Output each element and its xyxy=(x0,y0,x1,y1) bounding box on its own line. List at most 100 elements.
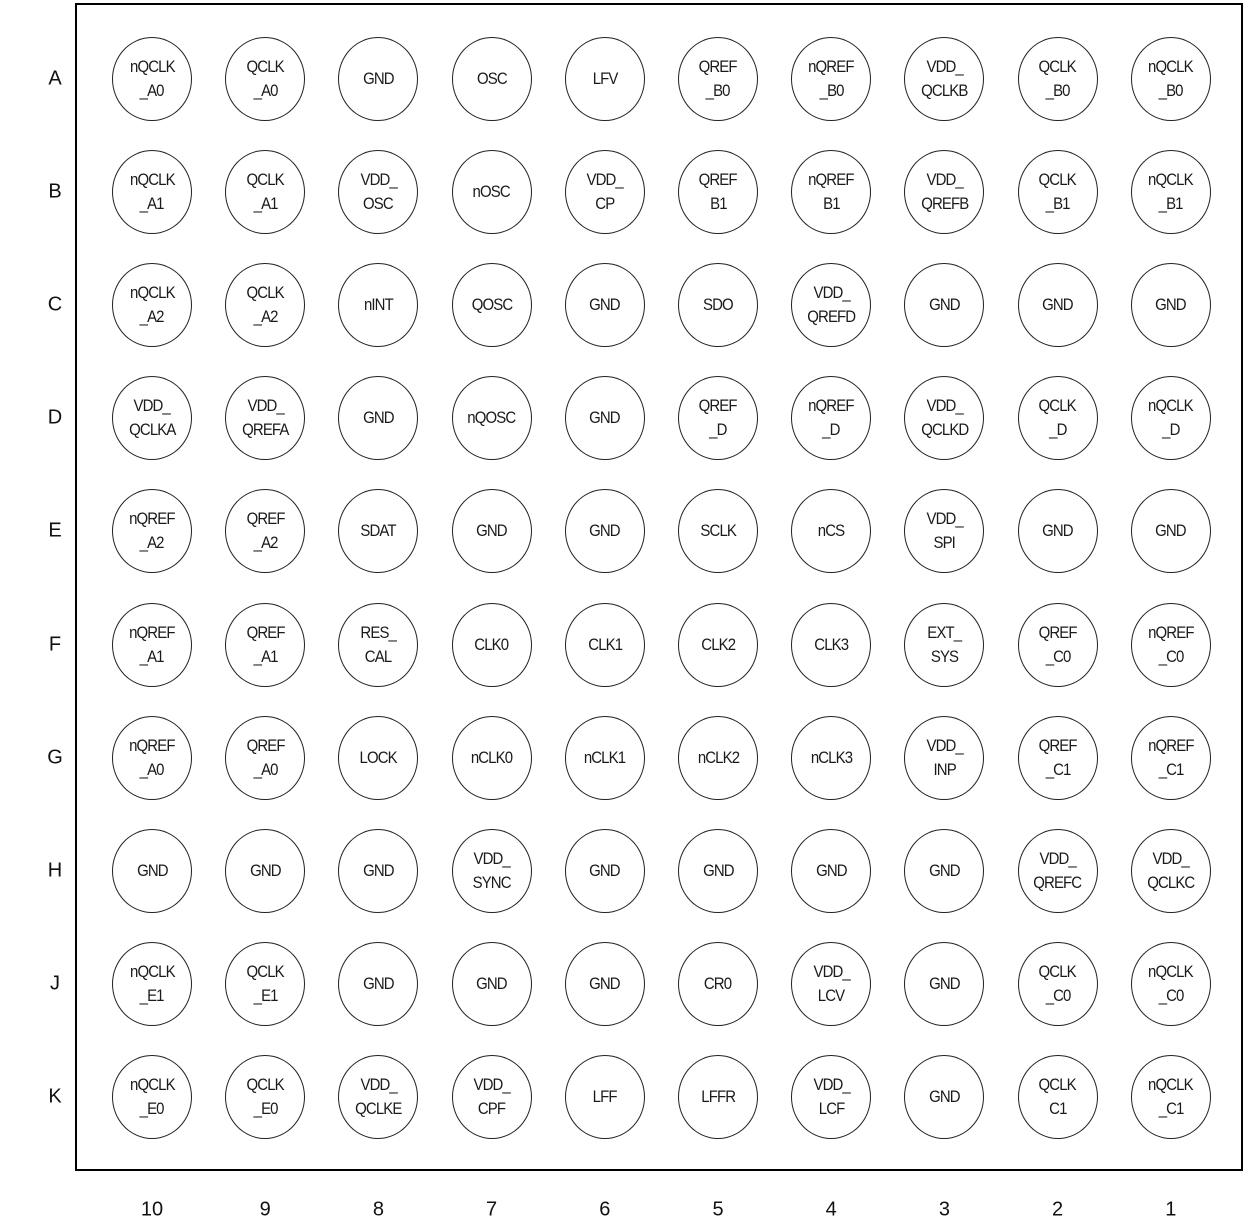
pin-label: QCLK xyxy=(246,1074,285,1094)
pin-D7: nQOSC xyxy=(451,376,532,461)
pin-E8: SDAT xyxy=(338,489,419,574)
pin-label: GND xyxy=(249,860,281,880)
pin-K7: VDD_ CPF xyxy=(451,1054,532,1139)
pin-label: LFV xyxy=(592,69,618,88)
pin-label: QREFC xyxy=(1033,872,1083,892)
pin-label: SYNC xyxy=(472,872,512,892)
pin-C9: QCLK _A2 xyxy=(225,263,306,348)
pin-C1: GND xyxy=(1130,263,1211,348)
pin-label: nQOSC xyxy=(467,408,517,428)
row-label: K xyxy=(48,1085,62,1108)
pin-K6: LFF xyxy=(564,1054,645,1139)
row-label: D xyxy=(47,406,63,429)
column-label: 3 xyxy=(938,1198,950,1221)
pin-label: nQCLK xyxy=(129,283,176,303)
pin-J5: CR0 xyxy=(678,941,758,1026)
pin-label: QCLK xyxy=(246,283,285,303)
pin-E1: GND xyxy=(1130,489,1211,574)
pin-label: QREFA xyxy=(242,420,289,440)
pin-label: nOSC xyxy=(472,182,511,202)
pin-C3: GND xyxy=(904,263,985,348)
pin-label: GND xyxy=(702,860,734,880)
pin-label: GND xyxy=(1155,295,1187,315)
pin-label: nQCLK xyxy=(129,1074,176,1094)
pin-label: VDD_ xyxy=(926,396,963,416)
row-label: F xyxy=(48,633,62,655)
pin-label: GND xyxy=(589,408,621,428)
pin-label: QCLK xyxy=(246,57,285,76)
pin-label: VDD_ xyxy=(1039,848,1076,868)
pin-label: nQREF xyxy=(129,622,175,642)
pin-label: _E0 xyxy=(253,1098,278,1118)
pin-H4: GND xyxy=(791,828,872,913)
pin-label: CPF xyxy=(477,1098,506,1118)
pin-J8: GND xyxy=(338,941,419,1026)
pin-K1: nQCLK _C1 xyxy=(1130,1054,1211,1139)
pin-J2: QCLK _C0 xyxy=(1017,941,1098,1026)
pin-H10: GND xyxy=(112,828,192,913)
pin-A8: GND xyxy=(338,37,419,121)
pin-C8: nINT xyxy=(338,263,419,348)
pin-label: VDD_ xyxy=(926,170,963,190)
pin-label: VDD_ xyxy=(360,1074,397,1094)
pin-label: CAL xyxy=(365,646,392,666)
pin-J9: QCLK _E1 xyxy=(225,941,306,1026)
pin-H8: GND xyxy=(338,828,419,913)
pin-label: GND xyxy=(589,860,621,880)
pin-label: _C1 xyxy=(1045,759,1071,779)
pin-label: GND xyxy=(589,521,621,541)
pin-G8: LOCK xyxy=(338,715,419,800)
pin-label: LFF xyxy=(592,1086,618,1106)
pin-label: QCLKC xyxy=(1147,872,1195,892)
pin-label: VDD_ xyxy=(1152,848,1190,868)
pin-G4: nCLK3 xyxy=(791,715,872,800)
pin-J10: nQCLK _E1 xyxy=(112,941,192,1026)
pin-label: _A0 xyxy=(140,81,165,100)
pin-label: QCLK xyxy=(1038,170,1077,190)
pin-F9: QREF _A1 xyxy=(225,602,306,687)
pin-label: VDD_ xyxy=(926,57,963,76)
pin-B4: nQREF B1 xyxy=(791,150,872,235)
pin-label: GND xyxy=(363,69,394,88)
pin-label: SDO xyxy=(703,295,734,315)
pin-label: _C0 xyxy=(1045,985,1071,1005)
pin-K3: GND xyxy=(904,1054,985,1139)
pin-label: QCLKE xyxy=(355,1098,402,1118)
pin-label: _A0 xyxy=(253,759,278,779)
pin-label: LCF xyxy=(818,1098,845,1118)
pin-label: CLK2 xyxy=(701,634,736,654)
pin-label: GND xyxy=(363,408,394,428)
pin-label: nQREF xyxy=(1148,622,1194,642)
pin-E10: nQREF _A2 xyxy=(112,489,192,574)
pin-A10: nQCLK _A0 xyxy=(112,37,192,121)
pin-label: _D xyxy=(1048,420,1067,440)
pin-label: nQCLK xyxy=(1148,57,1194,76)
pin-K10: nQCLK _E0 xyxy=(112,1054,192,1139)
pin-B2: QCLK _B1 xyxy=(1017,150,1098,235)
pin-label: SPI xyxy=(933,533,956,553)
pin-E5: SCLK xyxy=(678,489,758,574)
pin-D8: GND xyxy=(338,376,419,461)
pin-label: GND xyxy=(1155,521,1187,541)
pin-K2: QCLK C1 xyxy=(1017,1054,1098,1139)
pin-label: QCLKA xyxy=(128,420,176,440)
pin-A9: QCLK _A0 xyxy=(225,37,306,121)
pin-label: VDD_ xyxy=(812,1074,850,1094)
pin-label: _E1 xyxy=(140,985,165,1005)
pin-label: EXT_ xyxy=(927,622,962,642)
pin-label: GND xyxy=(1042,295,1073,315)
pin-G3: VDD_ INP xyxy=(904,715,985,800)
pin-E7: GND xyxy=(451,489,532,574)
pin-label: B1 xyxy=(822,194,840,214)
pin-label: _A2 xyxy=(253,307,278,327)
pin-label: GND xyxy=(929,1086,960,1106)
pin-label: nCLK2 xyxy=(697,747,739,767)
pin-label: QREF xyxy=(246,735,285,755)
pin-E6: GND xyxy=(564,489,645,574)
pin-F2: QREF _C0 xyxy=(1017,602,1098,687)
pin-B6: VDD_ CP xyxy=(564,150,645,235)
pin-G2: QREF _C1 xyxy=(1017,715,1098,800)
column-label: 1 xyxy=(1165,1198,1177,1221)
pin-label: QREF xyxy=(698,396,738,416)
pin-label: _E0 xyxy=(140,1098,165,1118)
